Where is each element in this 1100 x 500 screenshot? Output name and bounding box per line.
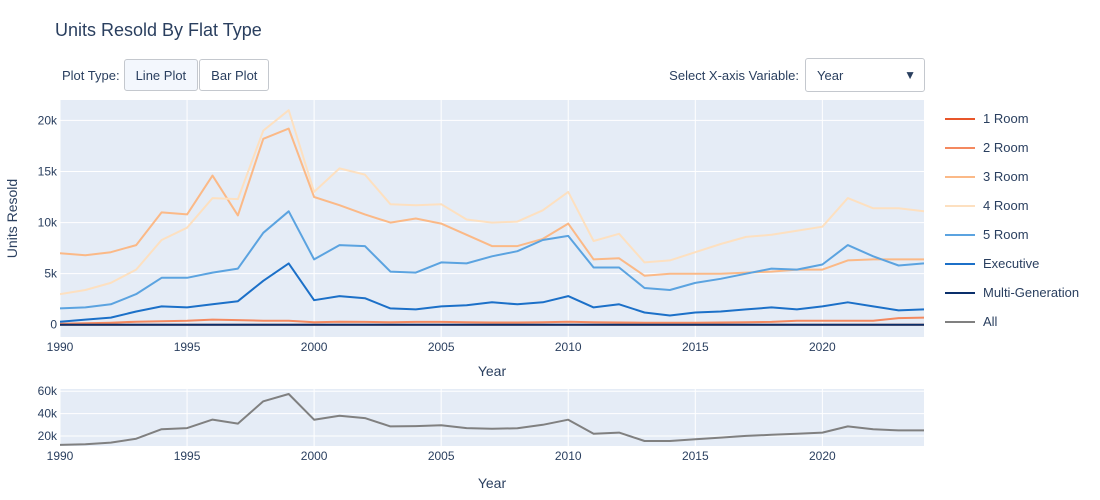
y-tick-label: 40k [38,407,58,421]
legend-item-2-room[interactable]: 2 Room [945,133,1079,162]
legend-swatch [945,320,975,323]
x-tick-label: 2015 [682,449,709,463]
legend-swatch [945,175,975,178]
x-tick-label: 2015 [682,340,709,354]
series-line-3-room [60,127,924,277]
x-tick-label: 2000 [301,340,328,354]
x-tick-label: 1995 [174,340,201,354]
y-tick-label: 60k [38,384,58,398]
plot-area-1 [60,100,924,337]
x-tick-label: 2005 [428,449,455,463]
y-tick-label: 15k [38,165,58,179]
x-axis-title: Year [478,363,507,379]
plot-type-controls: Plot Type: Line Plot Bar Plot [62,59,270,91]
legend-swatch [945,117,975,120]
legend-swatch [945,146,975,149]
xaxis-select-label: Select X-axis Variable: [669,67,799,83]
legend-item-multi-generation[interactable]: Multi-Generation [945,278,1079,307]
x-axis-title: Year [478,475,507,491]
legend-label: 3 Room [983,169,1029,184]
xaxis-controls: Select X-axis Variable: Year ▼ [669,58,925,92]
plot-type-label: Plot Type: [62,67,120,83]
y-tick-label: 0 [50,318,57,332]
x-tick-label: 1990 [47,340,74,354]
legend-label: 4 Room [983,198,1029,213]
legend-label: Multi-Generation [983,285,1080,300]
xaxis-select[interactable]: Year ▼ [805,58,925,92]
y-tick-label: 5k [44,267,58,281]
legend: 1 Room 2 Room 3 Room 4 Room 5 Room Executive M… [945,104,1079,336]
y-axis-title: Units Resold [4,179,20,258]
legend-label: 5 Room [983,227,1029,242]
chart-title: Units Resold By Flat Type [55,20,262,40]
legend-item-3-room[interactable]: 3 Room [945,162,1079,191]
x-tick-label: 2020 [809,449,836,463]
x-tick-label: 2000 [301,449,328,463]
legend-label: 1 Room [983,111,1029,126]
bar-plot-button[interactable]: Bar Plot [199,59,270,91]
series-line-4-room [60,109,924,296]
y-tick-label: 20k [38,429,58,443]
legend-item-executive[interactable]: Executive [945,249,1079,278]
series-line-executive [60,262,924,323]
legend-swatch [945,204,975,207]
series-line-2-room [60,316,924,325]
x-tick-label: 2020 [809,340,836,354]
x-tick-label: 2010 [555,340,582,354]
series-line-5-room [60,210,924,310]
legend-swatch [945,233,975,236]
x-tick-label: 1990 [47,449,74,463]
legend-label: 2 Room [983,140,1029,155]
x-tick-label: 1995 [174,449,201,463]
legend-swatch [945,291,975,294]
legend-label: Executive [983,256,1040,271]
legend-label: All [983,314,998,329]
legend-item-all[interactable]: All [945,307,1079,336]
x-tick-label: 2010 [555,449,582,463]
legend-item-4-room[interactable]: 4 Room [945,191,1079,220]
xaxis-select-value: Year [817,67,844,83]
x-tick-label: 2005 [428,340,455,354]
y-tick-label: 20k [38,113,58,127]
legend-item-5-room[interactable]: 5 Room [945,220,1079,249]
plot-area-2 [60,389,924,446]
line-plot-button[interactable]: Line Plot [123,59,199,91]
series-line-all [60,393,924,446]
legend-item-1-room[interactable]: 1 Room [945,104,1079,133]
dropdown-arrow-icon: ▼ [904,68,916,82]
legend-swatch [945,262,975,265]
y-tick-label: 10k [38,216,58,230]
